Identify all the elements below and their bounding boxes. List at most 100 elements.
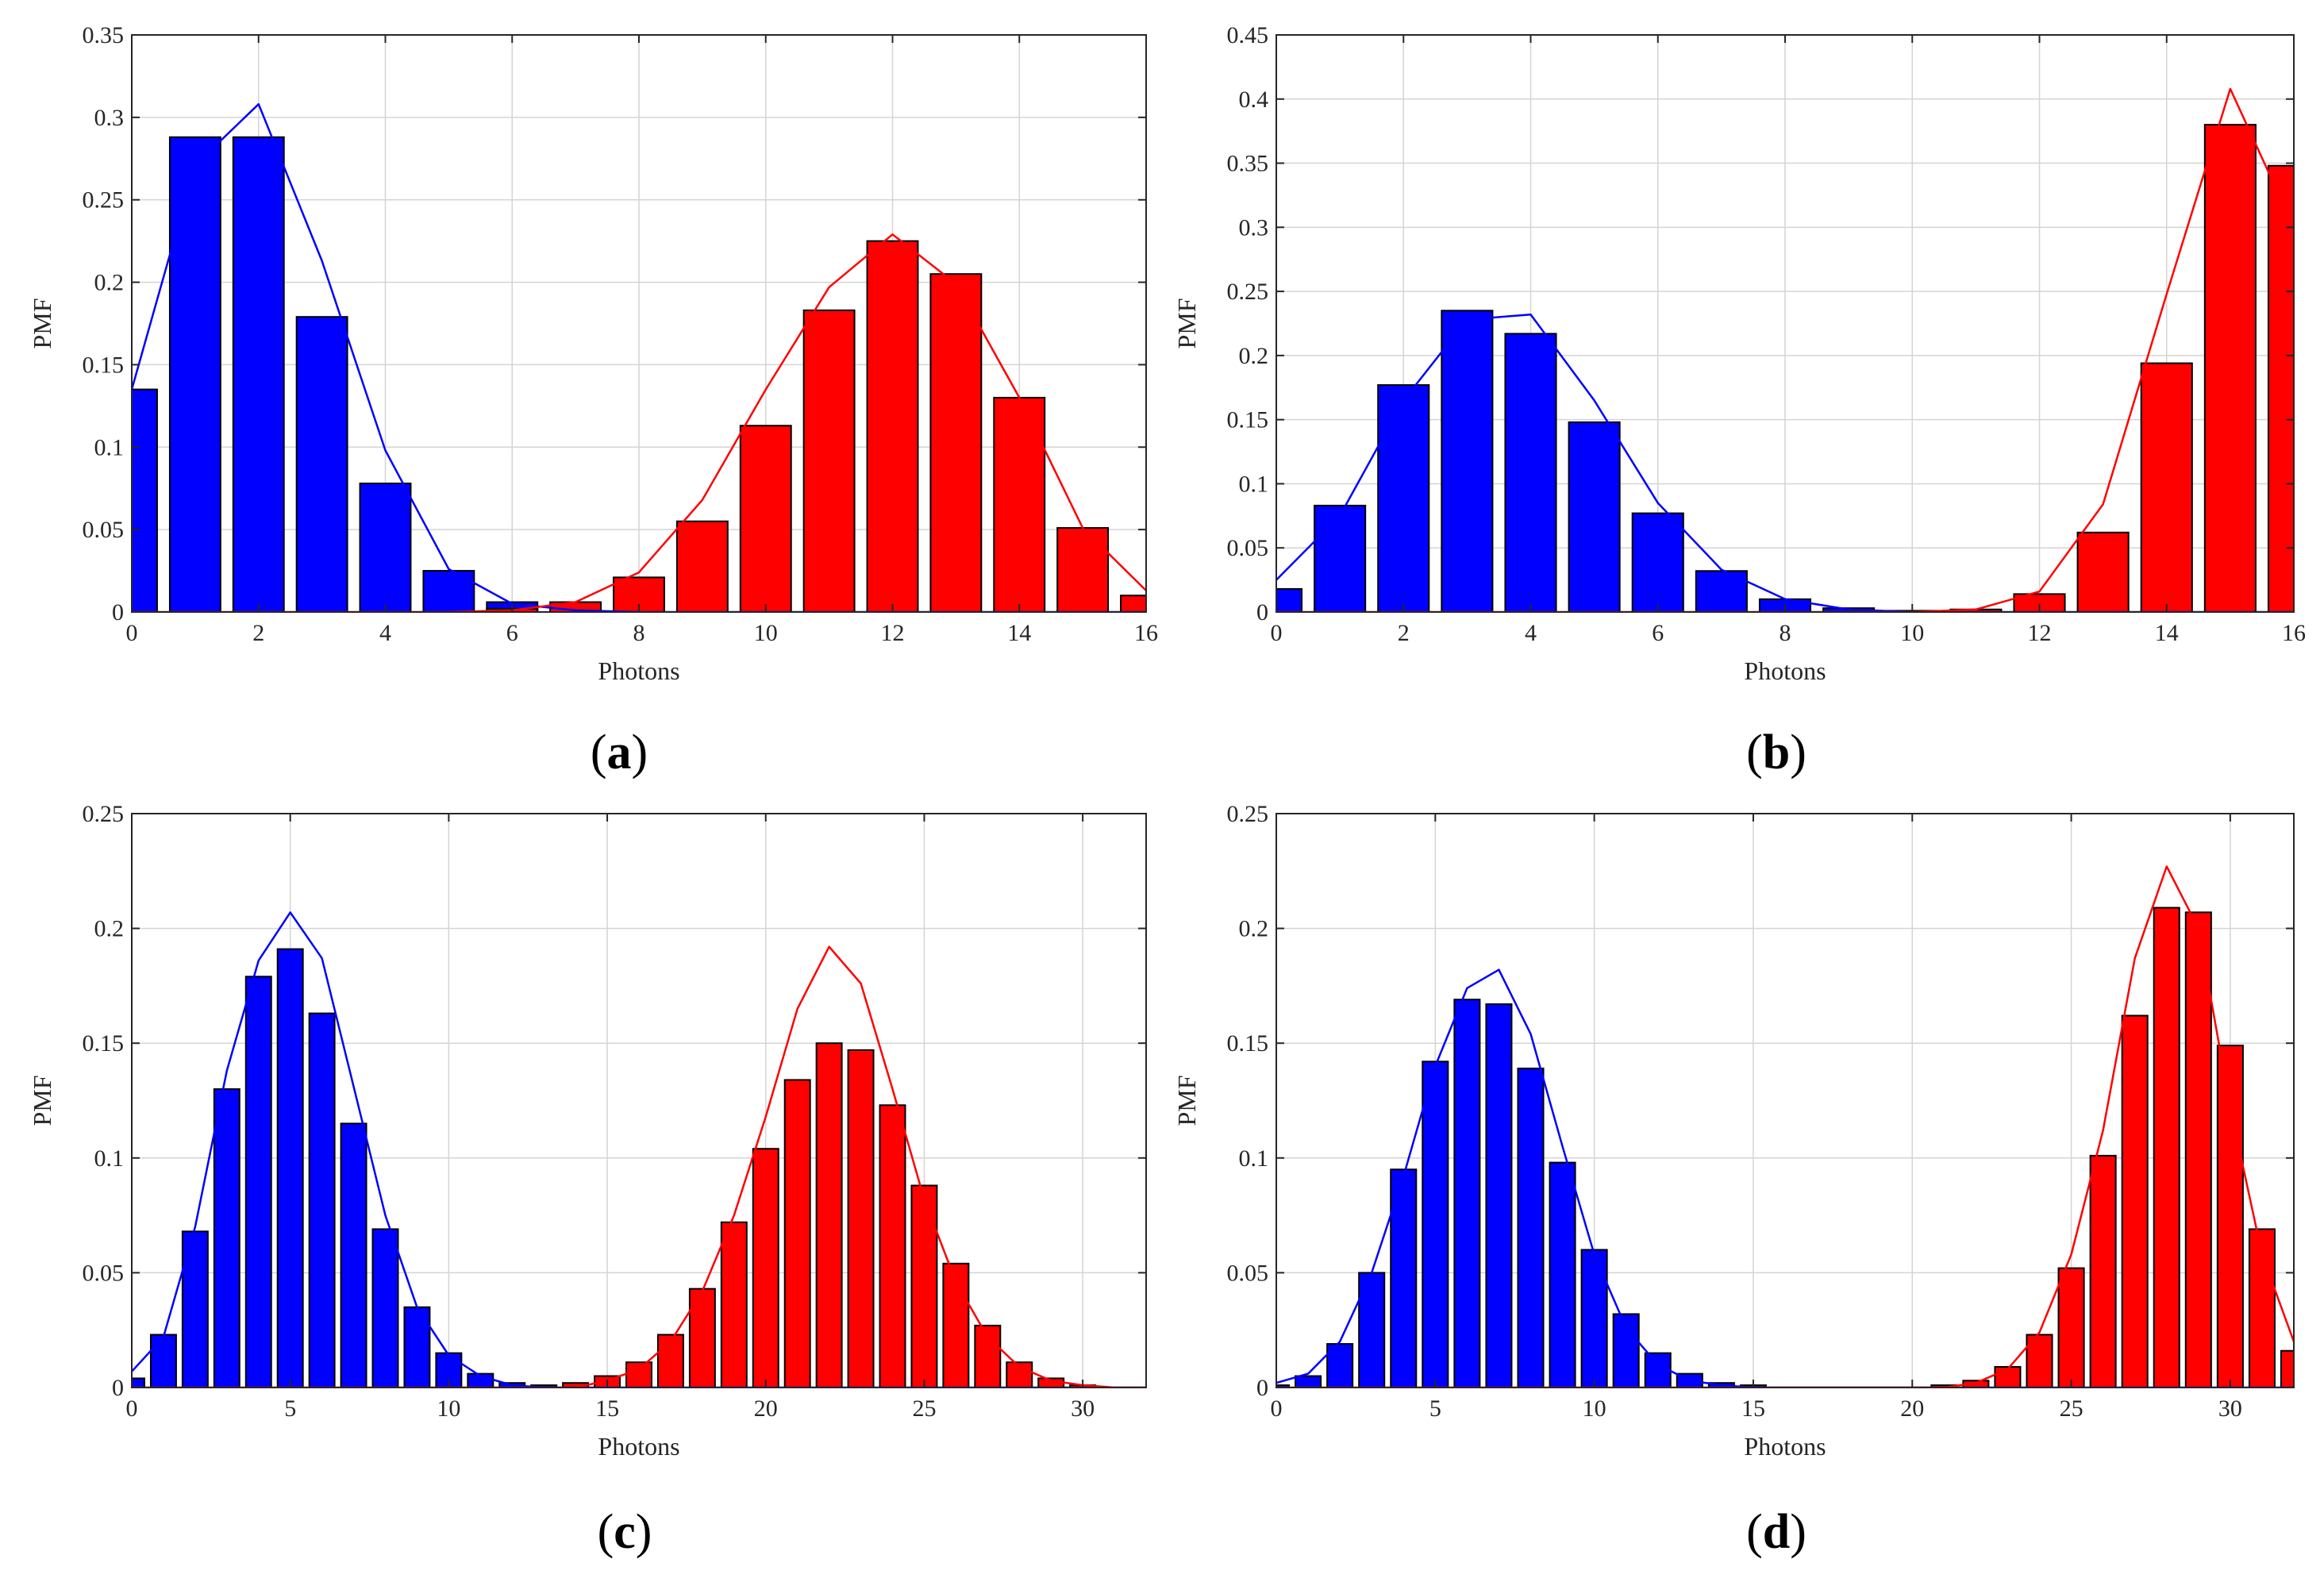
chart-panel-a: 0 2 4 6 8 10 12 14 16 0 0.05 0.1 0.15 0.2 0.25 0.3 0.35 P… xyxy=(28,22,1158,685)
x-tick-label-b-4: 8 xyxy=(1780,620,1791,646)
y-tick-label-d-5: 0.25 xyxy=(1227,801,1269,827)
y-tick-label-d-1: 0.05 xyxy=(1227,1260,1269,1286)
x-tick-label-b-8: 16 xyxy=(2282,620,2306,646)
y-tick-label-c-5: 0.25 xyxy=(83,801,125,827)
bar-red-d-27 xyxy=(2121,1014,2149,1388)
y-tick-label-b-7: 0.35 xyxy=(1227,151,1269,177)
bar-red-c-22 xyxy=(815,1042,843,1388)
bar-red-d-29 xyxy=(2184,911,2212,1388)
bar-red-a-9 xyxy=(675,520,729,612)
bar-blue-b-5 xyxy=(1568,421,1621,612)
bar-blue-d-0 xyxy=(1276,1384,1291,1388)
y-axis-label-b: PMF xyxy=(1172,298,1201,348)
bar-red-c-17 xyxy=(656,1334,684,1388)
bar-blue-c-6 xyxy=(308,1012,336,1388)
x-tick-label-d-5: 25 xyxy=(2060,1395,2084,1422)
x-tick-label-a-4: 8 xyxy=(633,620,645,646)
bar-red-d-28 xyxy=(2153,906,2180,1388)
x-tick-label-c-6: 30 xyxy=(1071,1395,1095,1422)
bar-red-c-25 xyxy=(910,1184,938,1388)
y-tick-label-b-5: 0.25 xyxy=(1227,279,1269,305)
plot-content-a xyxy=(132,102,1146,612)
bar-blue-a-4 xyxy=(359,482,412,612)
x-tick-label-b-7: 14 xyxy=(2155,620,2179,646)
bar-red-c-16 xyxy=(625,1361,652,1388)
bar-blue-d-8 xyxy=(1517,1068,1545,1388)
bar-red-c-23 xyxy=(847,1049,875,1388)
x-tick-label-c-1: 5 xyxy=(284,1395,296,1422)
chart-panel-c: 0 5 10 15 20 25 30 0 0.05 0.1 0.15 0.2 0.25 Photons PM… xyxy=(28,801,1147,1461)
bar-red-a-13 xyxy=(929,273,983,612)
line-red-a xyxy=(132,233,1146,612)
x-tick-label-b-0: 0 xyxy=(1271,620,1283,646)
y-tick-label-a-7: 0.35 xyxy=(83,22,125,48)
x-tick-label-c-4: 20 xyxy=(754,1395,778,1422)
caption-a-letter: a xyxy=(607,726,632,779)
x-tick-label-a-8: 16 xyxy=(1134,620,1158,646)
bar-blue-b-0 xyxy=(1276,587,1303,612)
x-tick-label-a-3: 6 xyxy=(506,620,518,646)
x-tick-label-c-5: 25 xyxy=(912,1395,936,1422)
bar-red-c-19 xyxy=(720,1221,748,1388)
y-tick-label-a-0: 0 xyxy=(112,599,124,625)
line-red-c xyxy=(132,945,1146,1388)
y-tick-label-b-0: 0 xyxy=(1256,599,1268,625)
caption-c-letter: c xyxy=(614,1505,636,1559)
x-tick-label-b-2: 4 xyxy=(1525,620,1537,646)
y-tick-label-c-3: 0.15 xyxy=(83,1030,125,1057)
bar-blue-d-6 xyxy=(1453,999,1481,1388)
x-tick-label-b-3: 6 xyxy=(1652,620,1664,646)
x-tick-label-d-4: 20 xyxy=(1900,1395,1924,1422)
x-tick-label-b-6: 12 xyxy=(2028,620,2052,646)
x-tick-label-a-7: 14 xyxy=(1007,620,1031,646)
bar-blue-a-5 xyxy=(422,570,475,612)
x-tick-label-c-3: 15 xyxy=(595,1395,619,1422)
y-tick-label-c-2: 0.1 xyxy=(94,1145,125,1172)
bar-blue-c-1 xyxy=(149,1334,177,1388)
y-axis-label-d: PMF xyxy=(1172,1075,1201,1126)
chart-panel-b: 0 2 4 6 8 10 12 14 16 0 0.05 0.1 0.15 0.2 0.25 0.3 0.35 0… xyxy=(1172,22,2306,685)
bar-blue-d-10 xyxy=(1580,1249,1608,1388)
x-tick-label-b-5: 10 xyxy=(1900,620,1924,646)
bar-blue-c-3 xyxy=(213,1088,240,1388)
bar-blue-a-2 xyxy=(232,136,285,612)
y-tick-label-a-6: 0.3 xyxy=(94,105,125,131)
y-tick-label-b-2: 0.1 xyxy=(1239,471,1269,497)
y-tick-label-b-4: 0.2 xyxy=(1239,343,1269,369)
bar-blue-d-9 xyxy=(1549,1161,1576,1388)
bar-red-c-24 xyxy=(879,1104,906,1388)
bar-blue-d-3 xyxy=(1358,1272,1386,1388)
y-tick-label-a-2: 0.1 xyxy=(94,434,125,460)
bar-blue-c-0 xyxy=(132,1377,145,1388)
line-blue-b xyxy=(1276,313,2294,612)
bar-blue-c-4 xyxy=(244,976,272,1388)
bar-red-d-25 xyxy=(2057,1267,2085,1388)
bar-red-a-14 xyxy=(993,396,1046,612)
y-axis-label-a: PMF xyxy=(28,298,56,348)
bar-blue-b-2 xyxy=(1377,384,1430,612)
y-tick-label-a-3: 0.15 xyxy=(83,352,125,378)
bar-red-a-15 xyxy=(1056,527,1110,612)
y-tick-label-d-3: 0.15 xyxy=(1227,1030,1269,1057)
x-tick-label-a-1: 2 xyxy=(252,620,264,646)
x-axis-label-a: Photons xyxy=(598,656,679,685)
bar-red-c-20 xyxy=(752,1148,779,1388)
y-tick-label-b-3: 0.15 xyxy=(1227,407,1269,433)
y-tick-label-b-9: 0.45 xyxy=(1227,22,1269,48)
line-blue-c xyxy=(132,911,1146,1388)
chart-panel-d: 0 5 10 15 20 25 30 0 0.05 0.1 0.15 0.2 0.25 Photons PM… xyxy=(1172,801,2295,1461)
y-tick-label-b-8: 0.4 xyxy=(1239,87,1269,113)
bar-blue-a-1 xyxy=(168,136,221,612)
line-red-b xyxy=(1276,87,2294,612)
axes-frame-d xyxy=(1276,813,2295,1388)
y-tick-label-c-4: 0.2 xyxy=(94,916,125,942)
bar-red-d-31 xyxy=(2248,1228,2276,1388)
x-tick-label-a-2: 4 xyxy=(379,620,391,646)
bar-blue-c-7 xyxy=(340,1122,367,1388)
bar-red-d-23 xyxy=(1994,1365,2022,1388)
bar-blue-c-5 xyxy=(276,948,304,1388)
x-axis-label-d: Photons xyxy=(1744,1432,1826,1461)
bar-blue-b-4 xyxy=(1504,333,1557,612)
bar-red-c-26 xyxy=(942,1262,970,1388)
